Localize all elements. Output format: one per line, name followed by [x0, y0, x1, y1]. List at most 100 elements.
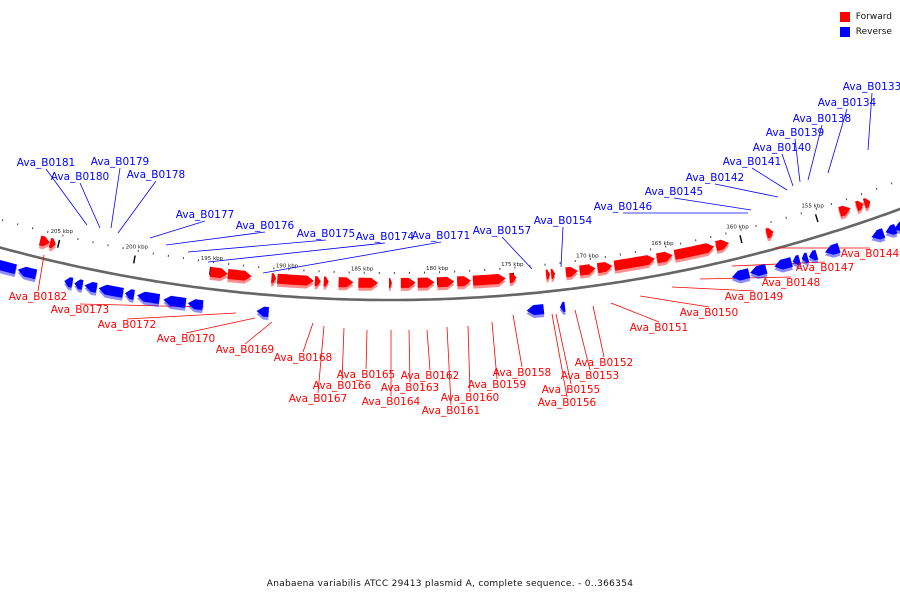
- gene-label-ava-b0175[interactable]: Ava_B0175: [297, 228, 355, 240]
- reverse-feature[interactable]: [526, 304, 545, 318]
- gene-label-ava-b0167[interactable]: Ava_B0167: [289, 393, 347, 405]
- gene-label-ava-b0170[interactable]: Ava_B0170: [157, 333, 215, 345]
- reverse-feature[interactable]: [84, 282, 98, 296]
- forward-feature[interactable]: [323, 276, 329, 290]
- gene-label-ava-b0144[interactable]: Ava_B0144: [841, 248, 900, 260]
- forward-feature[interactable]: [838, 205, 851, 220]
- gene-label-ava-b0164[interactable]: Ava_B0164: [362, 396, 421, 408]
- gene-label-ava-b0141[interactable]: Ava_B0141: [723, 156, 781, 168]
- reverse-feature[interactable]: [125, 289, 135, 303]
- gene-label-ava-b0163[interactable]: Ava_B0163: [381, 382, 439, 394]
- forward-feature[interactable]: [437, 276, 455, 291]
- gene-label-ava-b0181[interactable]: Ava_B0181: [17, 157, 75, 169]
- gene-label-ava-b0182[interactable]: Ava_B0182: [9, 291, 67, 303]
- gene-label-ava-b0146[interactable]: Ava_B0146: [594, 201, 653, 213]
- forward-feature[interactable]: [656, 251, 673, 267]
- gene-label-ava-b0162[interactable]: Ava_B0162: [401, 370, 459, 382]
- forward-feature[interactable]: [276, 273, 314, 289]
- gene-label-ava-b0145[interactable]: Ava_B0145: [645, 186, 703, 198]
- reverse-feature[interactable]: [774, 257, 793, 273]
- gene-label-ava-b0177[interactable]: Ava_B0177: [176, 209, 234, 221]
- gene-label-ava-b0169[interactable]: Ava_B0169: [216, 344, 274, 356]
- gene-label-ava-b0134[interactable]: Ava_B0134: [818, 97, 877, 109]
- gene-label-ava-b0173[interactable]: Ava_B0173: [51, 304, 109, 316]
- forward-feature[interactable]: [550, 268, 556, 282]
- reverse-feature[interactable]: [163, 295, 187, 311]
- gene-label-ava-b0165[interactable]: Ava_B0165: [337, 369, 395, 381]
- tick-mark: [133, 255, 136, 264]
- reverse-feature[interactable]: [750, 263, 768, 279]
- gene-label-ava-b0155[interactable]: Ava_B0155: [542, 384, 600, 396]
- reverse-feature[interactable]: [98, 284, 124, 301]
- forward-feature[interactable]: [715, 239, 729, 254]
- reverse-feature[interactable]: [801, 252, 810, 266]
- reverse-feature[interactable]: [0, 259, 17, 278]
- gene-label-ava-b0152[interactable]: Ava_B0152: [575, 357, 633, 369]
- gene-label-ava-b0148[interactable]: Ava_B0148: [762, 277, 820, 289]
- gene-label-ava-b0147[interactable]: Ava_B0147: [796, 262, 854, 274]
- reverse-feature[interactable]: [871, 228, 886, 243]
- gene-label-ava-b0179[interactable]: Ava_B0179: [91, 156, 149, 168]
- gene-label-ava-b0161[interactable]: Ava_B0161: [422, 405, 480, 417]
- gene-label-ava-b0142[interactable]: Ava_B0142: [686, 172, 744, 184]
- forward-feature[interactable]: [314, 276, 321, 290]
- reverse-feature[interactable]: [64, 277, 74, 291]
- gene-label-ava-b0176[interactable]: Ava_B0176: [236, 220, 295, 232]
- gene-label-ava-b0180[interactable]: Ava_B0180: [51, 171, 109, 183]
- reverse-feature[interactable]: [256, 306, 270, 320]
- reverse-feature[interactable]: [137, 291, 161, 307]
- forward-feature[interactable]: [613, 255, 655, 274]
- forward-feature[interactable]: [579, 264, 596, 279]
- reverse-feature[interactable]: [559, 301, 566, 315]
- forward-feature[interactable]: [565, 266, 578, 281]
- gene-label-ava-b0138[interactable]: Ava_B0138: [793, 113, 851, 125]
- forward-feature[interactable]: [509, 272, 517, 287]
- gene-label-ava-b0139[interactable]: Ava_B0139: [766, 127, 824, 139]
- reverse-feature[interactable]: [893, 218, 900, 234]
- reverse-feature[interactable]: [792, 254, 801, 269]
- forward-feature[interactable]: [855, 200, 864, 215]
- gene-label-ava-b0133[interactable]: Ava_B0133: [843, 81, 900, 93]
- forward-feature[interactable]: [417, 277, 435, 291]
- forward-feature[interactable]: [209, 266, 228, 282]
- gene-label-ava-b0159[interactable]: Ava_B0159: [468, 379, 526, 391]
- reverse-feature[interactable]: [187, 299, 204, 314]
- forward-feature[interactable]: [400, 277, 416, 291]
- forward-feature[interactable]: [596, 262, 613, 277]
- forward-feature[interactable]: [271, 273, 277, 287]
- forward-feature[interactable]: [673, 243, 715, 263]
- forward-feature[interactable]: [765, 227, 774, 242]
- forward-feature[interactable]: [457, 276, 472, 290]
- gene-label-ava-b0149[interactable]: Ava_B0149: [725, 291, 783, 303]
- gene-label-ava-b0156[interactable]: Ava_B0156: [538, 397, 597, 409]
- gene-label-ava-b0150[interactable]: Ava_B0150: [680, 307, 738, 319]
- gene-label-ava-b0166[interactable]: Ava_B0166: [313, 380, 372, 392]
- gene-label-ava-b0174[interactable]: Ava_B0174: [356, 231, 415, 243]
- gene-label-ava-b0140[interactable]: Ava_B0140: [753, 142, 811, 154]
- forward-feature[interactable]: [48, 237, 56, 252]
- forward-feature[interactable]: [227, 269, 252, 284]
- gene-label-ava-b0153[interactable]: Ava_B0153: [561, 370, 619, 382]
- forward-feature[interactable]: [545, 269, 551, 283]
- reverse-feature[interactable]: [731, 268, 751, 284]
- reverse-feature[interactable]: [74, 279, 84, 293]
- reverse-feature[interactable]: [808, 249, 819, 264]
- reverse-feature[interactable]: [825, 243, 841, 258]
- gene-label-ava-b0168[interactable]: Ava_B0168: [274, 352, 332, 364]
- gene-label-ava-b0171[interactable]: Ava_B0171: [412, 230, 470, 242]
- reverse-feature[interactable]: [17, 266, 38, 283]
- forward-feature[interactable]: [472, 274, 506, 289]
- gene-label-ava-b0158[interactable]: Ava_B0158: [493, 367, 551, 379]
- forward-feature[interactable]: [38, 235, 50, 250]
- gene-label-ava-b0178[interactable]: Ava_B0178: [127, 169, 185, 181]
- forward-feature[interactable]: [338, 277, 354, 291]
- gene-label-ava-b0151[interactable]: Ava_B0151: [630, 322, 688, 334]
- forward-feature[interactable]: [862, 198, 871, 212]
- gene-label-ava-b0160[interactable]: Ava_B0160: [441, 392, 499, 404]
- forward-feature[interactable]: [358, 277, 379, 291]
- gene-label-ava-b0172[interactable]: Ava_B0172: [98, 319, 156, 331]
- gene-label-ava-b0154[interactable]: Ava_B0154: [534, 215, 593, 227]
- forward-feature[interactable]: [389, 278, 392, 291]
- reverse-feature[interactable]: [885, 224, 898, 238]
- gene-label-ava-b0157[interactable]: Ava_B0157: [473, 225, 531, 237]
